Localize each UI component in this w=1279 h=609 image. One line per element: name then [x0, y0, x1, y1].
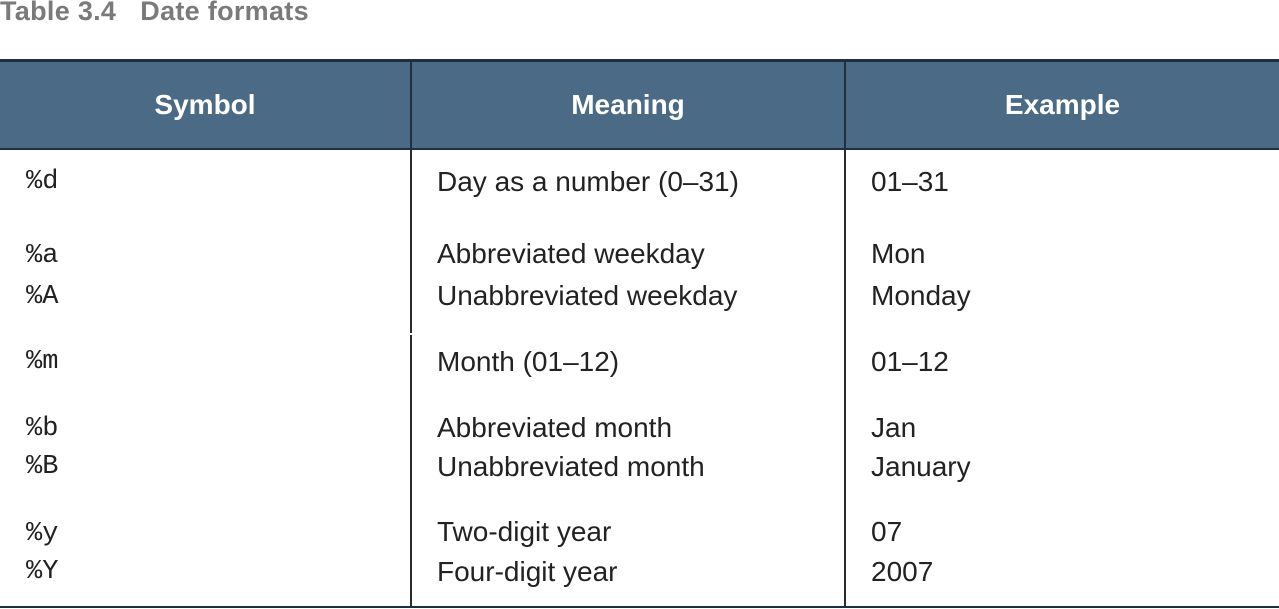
cell-symbol: %B — [26, 452, 59, 482]
cell-meaning: Four-digit year — [437, 556, 618, 587]
cell-symbol: %d — [26, 167, 59, 197]
cell-symbol: %a — [26, 241, 59, 271]
cell-symbol: %m — [26, 347, 59, 377]
column-divider — [410, 335, 412, 608]
cell-example: January — [871, 451, 971, 482]
cell-symbol: %Y — [26, 557, 59, 587]
table-title: Date formats — [140, 0, 309, 26]
cell-symbol: %b — [26, 414, 59, 444]
table-number: Table 3.4 — [0, 0, 117, 26]
table-header-row — [0, 62, 1279, 148]
header-example: Example — [1004, 89, 1121, 120]
cell-symbol: %y — [26, 519, 59, 549]
column-divider — [844, 62, 846, 148]
table-caption: Table 3.4 Date formats — [0, 0, 309, 27]
table-bottom-rule — [0, 606, 1279, 608]
column-divider — [410, 62, 412, 148]
header-bottom-rule — [0, 148, 1279, 150]
cell-meaning: Month (01–12) — [437, 346, 620, 377]
cell-example: Jan — [871, 412, 917, 443]
cell-meaning: Unabbreviated month — [437, 451, 705, 482]
header-meaning: Meaning — [571, 89, 685, 120]
cell-meaning: Abbreviated month — [437, 412, 673, 443]
cell-example: Mon — [871, 238, 926, 269]
cell-example: 01–31 — [871, 166, 949, 197]
cell-example: Monday — [871, 280, 971, 311]
date-formats-table: Symbol Meaning Example %d Day as a numbe… — [0, 59, 1279, 609]
cell-example: 07 — [871, 516, 903, 547]
cell-symbol: %A — [26, 282, 59, 312]
column-divider — [410, 150, 412, 333]
column-divider — [844, 150, 846, 608]
cell-meaning: Unabbreviated weekday — [437, 280, 738, 311]
cell-example: 2007 — [871, 556, 934, 587]
cell-example: 01–12 — [871, 346, 949, 377]
cell-meaning: Day as a number (0–31) — [437, 166, 739, 197]
cell-meaning: Abbreviated weekday — [437, 238, 705, 269]
header-symbol: Symbol — [154, 89, 256, 120]
cell-meaning: Two-digit year — [437, 516, 612, 547]
table-top-rule — [0, 59, 1279, 62]
